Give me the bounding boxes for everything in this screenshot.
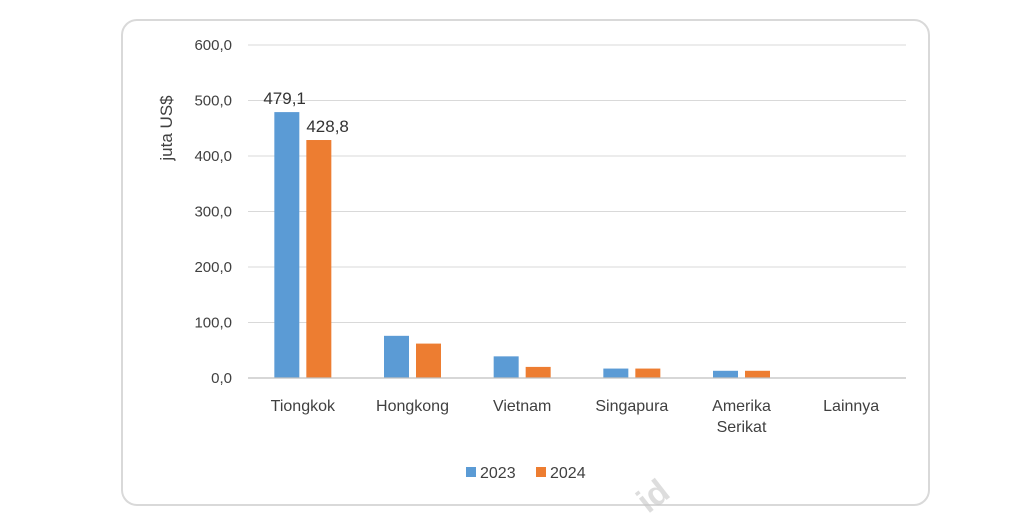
x-tick-label-line: Amerika	[712, 398, 771, 415]
gridlines	[248, 44, 906, 323]
bar-2023	[713, 370, 738, 378]
watermark: id	[630, 472, 677, 513]
x-axis-categories: Tiongkok Hongkong Vietnam Singapura Amerika S…	[271, 398, 880, 436]
bar-2023	[274, 112, 300, 379]
x-tick-label-line: Hongkong	[376, 398, 449, 415]
x-tick-label-line: Singapura	[595, 398, 668, 415]
y-axis-ticks: 0,0 100,0 200,0 300,0 400,0 500,0 600,0	[194, 37, 232, 387]
y-axis-label: juta US$	[157, 95, 176, 162]
bar-2023	[493, 356, 519, 378]
legend-label: 2024	[550, 465, 586, 482]
x-tick-label: Vietnam	[493, 398, 551, 415]
x-tick-label: Hongkong	[376, 398, 449, 415]
bars	[274, 112, 770, 379]
y-tick-label: 500,0	[194, 93, 232, 110]
x-tick-label-line: Lainnya	[823, 398, 879, 415]
x-tick-label-line: Vietnam	[493, 398, 551, 415]
x-tick-label: Amerika Serikat	[712, 398, 771, 436]
data-label: 428,8	[306, 117, 349, 136]
bar-2023	[603, 368, 629, 378]
legend-swatch-2023	[466, 467, 476, 477]
y-tick-label: 200,0	[194, 259, 232, 276]
data-label: 479,1	[263, 89, 306, 108]
x-tick-label: Singapura	[595, 398, 668, 415]
y-tick-label: 400,0	[194, 148, 232, 165]
legend-swatch-2024	[536, 467, 546, 477]
y-tick-label: 100,0	[194, 315, 232, 332]
bar-2024	[306, 140, 332, 378]
x-tick-label: Lainnya	[823, 398, 879, 415]
bar-2024	[416, 343, 441, 378]
y-tick-label: 300,0	[194, 204, 232, 221]
x-tick-label-line: Serikat	[717, 419, 767, 436]
x-tick-label: Tiongkok	[271, 398, 336, 415]
bar-2023	[384, 335, 409, 378]
bar-2024	[525, 366, 551, 378]
bar-2024	[635, 368, 661, 378]
y-tick-label: 600,0	[194, 37, 232, 54]
y-tick-label: 0,0	[211, 370, 232, 387]
legend: 2023 2024	[466, 465, 586, 482]
bar-2024	[745, 370, 770, 378]
x-tick-label-line: Tiongkok	[271, 398, 336, 415]
legend-label: 2023	[480, 465, 516, 482]
